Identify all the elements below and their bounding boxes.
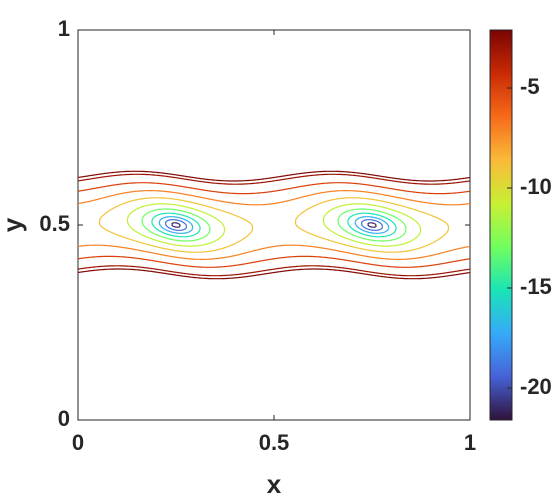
contour-line xyxy=(78,190,470,260)
y-tick-label: 0.5 xyxy=(39,211,70,236)
y-tick-label: 1 xyxy=(58,16,70,41)
contour-line xyxy=(165,219,383,231)
colorbar-tick-label: -10 xyxy=(520,174,552,199)
contour-line xyxy=(141,208,407,242)
colorbar-tick-label: -15 xyxy=(520,274,552,299)
x-tick-label: 1 xyxy=(464,430,476,455)
contour-line xyxy=(99,197,449,253)
x-tick-label: 0.5 xyxy=(259,430,290,455)
contour-line xyxy=(78,182,470,268)
x-tick-label: 0 xyxy=(72,430,84,455)
contour-line xyxy=(158,216,390,234)
colorbar-tick-label: -20 xyxy=(520,374,552,399)
contour-group xyxy=(78,170,470,280)
x-axis-label: x xyxy=(267,469,282,499)
contour-line xyxy=(126,203,422,247)
colorbar-tick-label: -5 xyxy=(520,74,540,99)
plot-area xyxy=(77,29,471,421)
colorbar xyxy=(489,29,513,421)
contour-line xyxy=(78,173,470,277)
contour-line xyxy=(171,222,377,228)
contour-line xyxy=(151,212,397,238)
y-tick-label: 0 xyxy=(58,406,70,431)
y-axis-label: y xyxy=(0,217,27,232)
contour-line xyxy=(78,170,470,280)
